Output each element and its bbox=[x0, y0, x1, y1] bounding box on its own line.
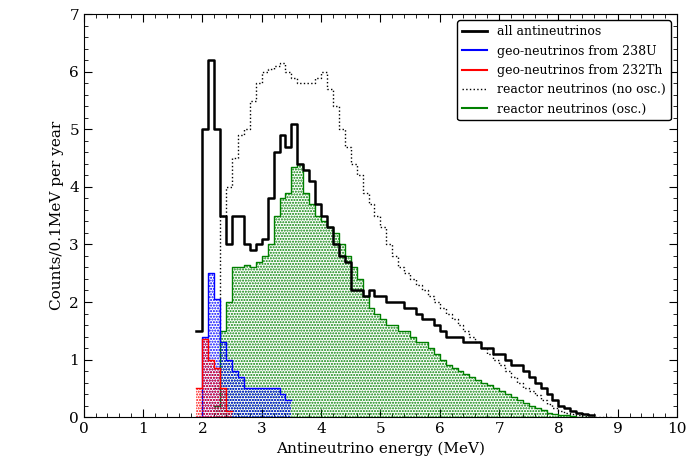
X-axis label: Antineutrino energy (MeV): Antineutrino energy (MeV) bbox=[276, 442, 485, 456]
Legend: all antineutrinos, geo-neutrinos from 238U, geo-neutrinos from 232Th, reactor ne: all antineutrinos, geo-neutrinos from 23… bbox=[457, 20, 671, 120]
Y-axis label: Counts/0.1MeV per year: Counts/0.1MeV per year bbox=[50, 121, 64, 310]
